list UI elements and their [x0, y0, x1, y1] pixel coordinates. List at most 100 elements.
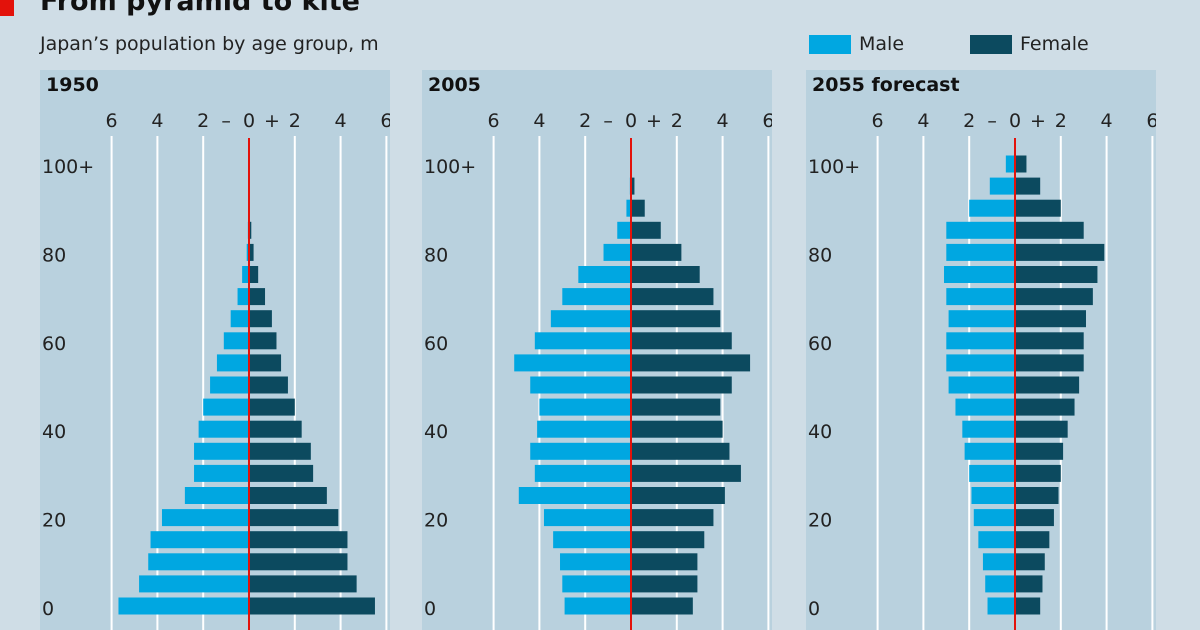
x-tick-label: 2 [289, 110, 301, 132]
panel-title-1950: 1950 [46, 74, 99, 96]
x-tick-label: 6 [872, 110, 884, 132]
y-tick-label: 0 [42, 598, 54, 620]
bar-female [249, 398, 295, 416]
x-tick-label: 0 [243, 110, 255, 132]
bar-male [246, 243, 249, 261]
x-tick-label: 6 [762, 110, 772, 132]
x-tick-label: 2 [963, 110, 975, 132]
bar-male [198, 420, 249, 438]
bar-male [150, 531, 249, 549]
x-tick-label: 4 [917, 110, 929, 132]
bar-male [971, 487, 1015, 504]
x-tick-label: 2 [197, 110, 209, 132]
bar-female [1015, 177, 1041, 195]
bar-female [249, 597, 375, 615]
bar-male [989, 177, 1015, 195]
bar-male [946, 354, 1015, 372]
bar-male [946, 288, 1015, 306]
y-tick-label: 0 [424, 598, 436, 620]
bar-male [194, 442, 249, 460]
y-tick-label: 100+ [424, 156, 476, 178]
bar-female [249, 420, 302, 438]
bar-female [249, 266, 259, 283]
bar-female [631, 398, 721, 416]
bar-male [946, 221, 1015, 239]
bar-female [631, 243, 682, 261]
bar-male [184, 487, 249, 504]
y-tick-label: 20 [424, 510, 448, 532]
bar-female [249, 332, 277, 350]
bar-female [1015, 288, 1093, 306]
x-tick-label: 4 [533, 110, 545, 132]
bar-female [249, 376, 288, 394]
y-tick-label: 40 [424, 421, 448, 443]
bar-male [537, 420, 631, 438]
bar-male [223, 332, 249, 350]
bar-female [1015, 442, 1064, 460]
bar-female [631, 487, 725, 504]
x-tick-label: 4 [335, 110, 347, 132]
bar-male [985, 575, 1015, 593]
panel-2055: 2055 forecast 6 4 2–0 +2 4 6 100+ 80 60 40 20 0 [806, 70, 1156, 630]
bar-male [210, 376, 249, 394]
bar-male [626, 199, 631, 217]
brand-red-marker [0, 0, 14, 16]
bar-male [946, 243, 1015, 261]
y-tick-label: 80 [808, 244, 832, 266]
legend-female: Female [970, 33, 1089, 55]
panel-2005: 2005 6 4 2–0 +2 4 6 100+ 80 60 40 20 0 [422, 70, 772, 630]
bar-male [550, 310, 631, 328]
bar-male [978, 531, 1015, 549]
x-tick-label: 6 [488, 110, 500, 132]
bar-male [530, 442, 631, 460]
y-tick-label: 20 [42, 510, 66, 532]
chart-title: From pyramid to kite [40, 0, 360, 17]
bar-female [1015, 221, 1084, 239]
bar-male [194, 464, 249, 482]
x-tick-label: 2 [579, 110, 591, 132]
bar-female [1015, 266, 1098, 283]
bar-female [1015, 487, 1059, 504]
bar-female [1015, 553, 1045, 571]
bar-female [249, 575, 357, 593]
legend-male-swatch [809, 34, 851, 54]
bar-female [631, 442, 730, 460]
bar-female [249, 221, 252, 239]
bar-female [631, 354, 751, 372]
bar-female [631, 509, 714, 527]
bar-female [1015, 420, 1068, 438]
bar-female [631, 464, 741, 482]
bar-female [631, 177, 635, 195]
x-tick-label: 2 [1055, 110, 1067, 132]
legend-female-swatch [970, 34, 1012, 54]
bar-female [631, 199, 645, 217]
x-tick-label: 4 [151, 110, 163, 132]
bar-female [1015, 398, 1075, 416]
chart-subtitle: Japan’s population by age group, m [40, 33, 379, 55]
bar-male [944, 266, 1015, 283]
bar-female [631, 266, 700, 283]
bar-male [161, 509, 249, 527]
bar-male [514, 354, 631, 372]
x-tick-label: 0 [1009, 110, 1021, 132]
bar-male [617, 221, 631, 239]
x-tick-label: 4 [1101, 110, 1113, 132]
y-tick-label: 60 [424, 333, 448, 355]
panel-1950: 1950 6 4 2–0 +2 4 6 100+ 80 60 40 20 0 [40, 70, 390, 630]
x-tick-label: + [646, 110, 662, 132]
y-tick-label: 40 [808, 421, 832, 443]
bar-female [1015, 509, 1054, 527]
bar-male [118, 597, 249, 615]
bar-male [962, 420, 1015, 438]
x-tick-label: 0 [625, 110, 637, 132]
bar-female [1015, 531, 1050, 549]
legend-male-label: Male [859, 33, 905, 55]
x-tick-label: 2 [671, 110, 683, 132]
bar-male [982, 553, 1015, 571]
legend-female-label: Female [1020, 33, 1089, 55]
bar-female [249, 531, 348, 549]
bar-male [534, 332, 631, 350]
bar-male [203, 398, 249, 416]
